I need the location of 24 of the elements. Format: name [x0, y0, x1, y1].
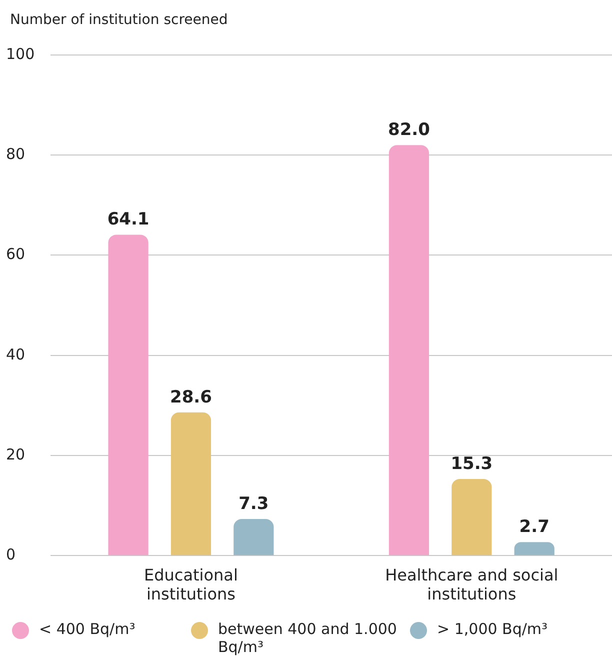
- data-label: 2.7: [519, 517, 550, 538]
- legend-label: > 1,000 Bq/m³: [437, 620, 549, 638]
- x-tick-label: Educational institutions: [144, 565, 238, 604]
- bar: [108, 234, 148, 556]
- legend-label: < 400 Bq/m³: [39, 620, 136, 638]
- bar: [452, 479, 492, 556]
- y-tick-label: 60: [6, 245, 26, 264]
- data-label: 64.1: [107, 210, 150, 230]
- y-axis-title: Number of institution screened: [10, 12, 228, 28]
- x-tick-label: Healthcare and social institutions: [385, 565, 558, 604]
- y-tick-label: 100: [6, 44, 35, 63]
- bar: [514, 542, 554, 556]
- y-tick-label: 40: [6, 345, 26, 364]
- bar: [388, 145, 430, 556]
- data-label: 15.3: [450, 454, 493, 474]
- y-tick-label: 80: [6, 145, 26, 164]
- data-label: 82.0: [388, 120, 430, 140]
- legend-label: between 400 and 1.000 Bq/m³: [218, 620, 398, 656]
- bar: [170, 412, 212, 556]
- y-tick-label: 20: [6, 445, 26, 464]
- data-label: 7.3: [238, 494, 269, 514]
- data-label: 28.6: [170, 387, 212, 408]
- bar: [234, 519, 274, 556]
- y-tick-label: 0: [6, 545, 16, 564]
